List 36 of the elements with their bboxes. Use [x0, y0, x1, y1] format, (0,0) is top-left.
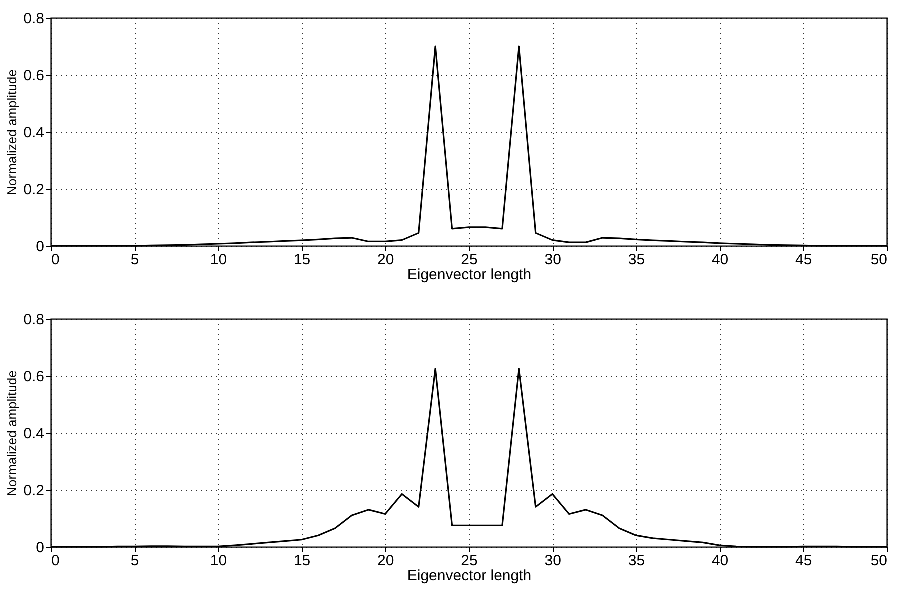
x-tick-label: 35: [628, 252, 646, 268]
x-tick-label: 25: [461, 552, 478, 570]
x-tick-label: 40: [712, 552, 729, 570]
x-tick-label: 50: [870, 252, 888, 268]
x-tick-label: 40: [712, 252, 729, 268]
x-tick-label: 15: [294, 552, 311, 570]
x-tick-label: 30: [544, 552, 562, 570]
y-axis-title: Normalized amplitude: [4, 70, 20, 196]
x-tick-label: 10: [210, 252, 228, 268]
x-tick-label: 0: [52, 552, 60, 570]
y-tick-label: 0.6: [24, 68, 44, 84]
y-tick-label: 0.6: [24, 368, 44, 386]
y-tick-label: 0.8: [24, 312, 44, 328]
y-tick-label: 0.2: [24, 482, 44, 500]
x-tick-label: 5: [130, 252, 140, 268]
y-tick-label: 0.4: [24, 426, 44, 442]
y-axis-title: Normalized amplitude: [4, 370, 20, 496]
x-tick-label: 35: [628, 552, 646, 570]
y-tick-label: 0: [36, 540, 44, 556]
x-tick-label: 45: [796, 552, 812, 570]
x-tick-label: 45: [796, 252, 812, 268]
x-tick-label: 20: [378, 552, 394, 570]
y-tick-label: 0.8: [24, 10, 44, 28]
x-axis-title: Eigenvector length: [407, 568, 532, 584]
x-tick-label: 50: [870, 552, 888, 570]
x-tick-label: 15: [294, 252, 311, 268]
x-tick-label: 20: [378, 252, 394, 268]
x-axis-title: Eigenvector length: [407, 266, 532, 284]
y-tick-label: 0.2: [24, 182, 44, 198]
y-tick-label: 0.4: [24, 124, 44, 142]
x-tick-label: 30: [544, 252, 562, 268]
y-tick-label: 0: [36, 238, 44, 256]
x-tick-label: 5: [130, 552, 140, 570]
x-tick-label: 10: [210, 552, 228, 570]
x-tick-label: 0: [52, 252, 60, 268]
x-tick-label: 25: [461, 252, 478, 268]
